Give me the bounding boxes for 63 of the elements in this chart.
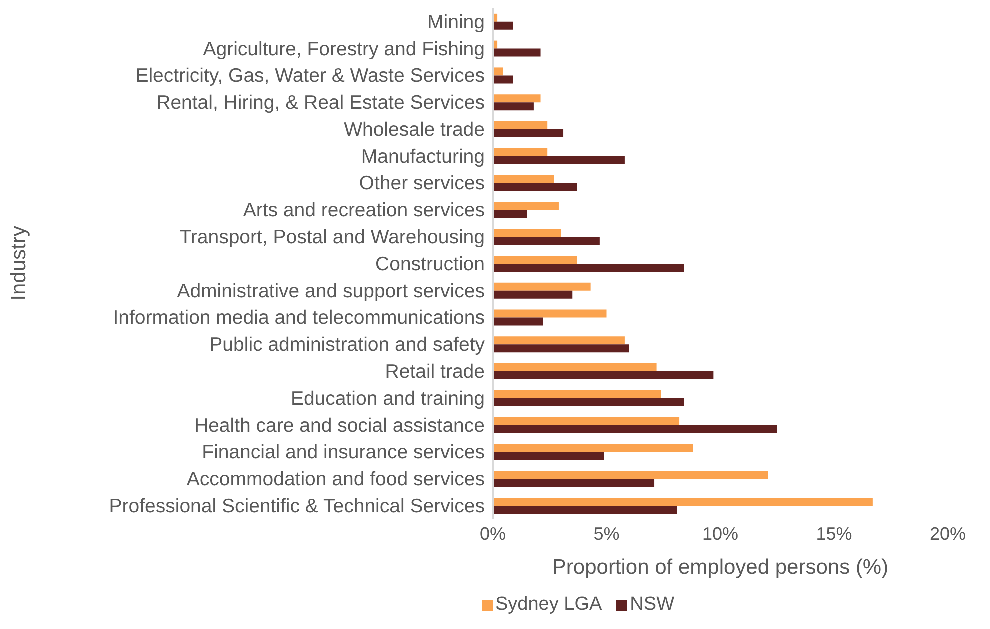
x-tick-label: 0%	[480, 524, 506, 544]
bar	[493, 282, 591, 291]
bar	[493, 452, 604, 460]
bar	[493, 498, 873, 506]
bar	[493, 310, 607, 318]
bar	[493, 48, 541, 57]
y-tick-label: Accommodation and food services	[186, 468, 486, 491]
bar	[493, 372, 714, 380]
bar	[493, 148, 548, 156]
bar	[493, 398, 684, 406]
y-tick-label: Other services	[359, 172, 486, 195]
bar	[493, 156, 625, 164]
bar	[493, 425, 778, 434]
x-tick-label: 5%	[594, 524, 620, 544]
bar	[493, 94, 541, 103]
bar	[493, 344, 630, 353]
x-tick-label: 15%	[816, 524, 852, 544]
bar	[493, 237, 600, 246]
y-tick-label: Construction	[376, 253, 485, 276]
bar	[493, 121, 548, 130]
bar	[493, 76, 514, 84]
y-tick-label: Financial and insurance services	[202, 442, 486, 464]
bar	[493, 479, 655, 488]
bar	[493, 390, 662, 398]
bar	[493, 471, 768, 480]
bar	[493, 318, 544, 326]
y-tick-label: Public administration and safety	[210, 334, 486, 356]
bar	[493, 210, 528, 218]
bar	[493, 256, 578, 264]
x-axis-title: Proportion of employed persons (%)	[552, 556, 889, 579]
y-tick-label: Administrative and support services	[177, 280, 486, 302]
legend-label: Sydney LGA	[494, 594, 602, 616]
x-tick-label: 10%	[702, 524, 739, 544]
bar	[493, 129, 564, 138]
y-tick-label: Retail trade	[385, 361, 485, 383]
bar	[493, 229, 562, 238]
bar	[493, 102, 534, 111]
bar	[493, 22, 514, 30]
bar	[493, 506, 678, 514]
x-tick-label: 20%	[930, 524, 966, 544]
bar	[493, 175, 554, 184]
y-tick-label: Professional Scientific & Technical Services	[109, 495, 486, 518]
y-tick-label: Agriculture, Forestry and Fishing	[203, 38, 485, 60]
bar	[493, 444, 694, 452]
bar	[493, 202, 559, 210]
y-tick-label: Health care and social assistance	[194, 414, 485, 437]
y-tick-label: Arts and recreation services	[243, 200, 486, 222]
bar	[493, 417, 680, 426]
y-tick-label: Education and training	[290, 388, 485, 410]
y-tick-label: Information media and telecommunications	[113, 307, 486, 330]
y-tick-label: Rental, Hiring, & Real Estate Services	[156, 92, 486, 114]
y-tick-label: Mining	[428, 11, 485, 34]
bar	[493, 364, 657, 372]
y-axis-title: Industry	[7, 226, 30, 301]
y-tick-label: Transport, Postal and Warehousing	[180, 226, 485, 249]
bar	[493, 183, 578, 192]
y-tick-label: Wholesale trade	[344, 118, 485, 141]
bar	[493, 264, 684, 272]
bar	[493, 290, 573, 299]
bar	[493, 336, 625, 345]
y-tick-label: Electricity, Gas, Water & Waste Services	[136, 65, 486, 88]
legend-label: NSW	[629, 594, 674, 616]
y-tick-label: Manufacturing	[361, 146, 485, 168]
